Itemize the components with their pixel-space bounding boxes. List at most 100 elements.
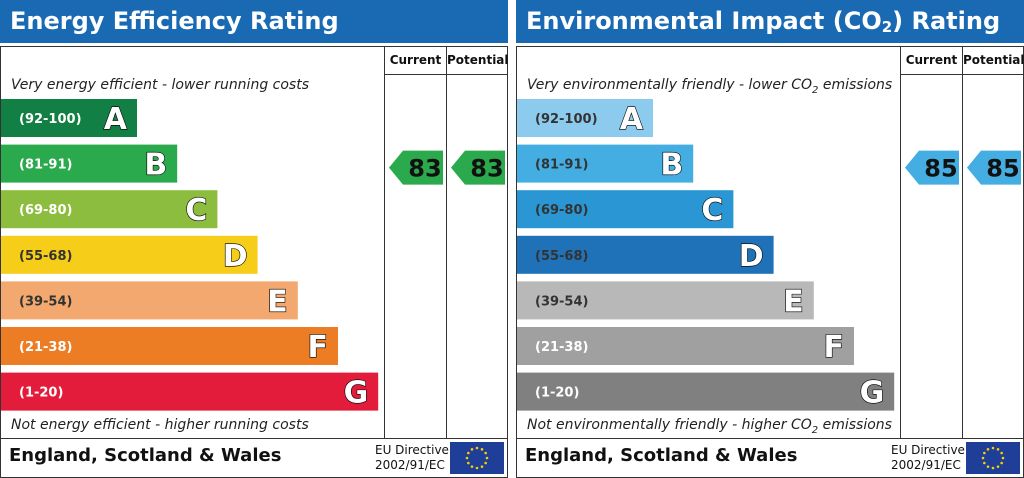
top-caption-prefix: Very environmentally friendly - lower CO — [527, 77, 813, 93]
environment-title: Environmental Impact (CO2) Rating — [516, 0, 1024, 43]
bottom-caption-subscript: 2 — [811, 424, 819, 436]
eu-flag-icon — [966, 442, 1020, 474]
flag-star — [485, 456, 489, 460]
flag-star — [1000, 451, 1003, 455]
band-letter-label: B — [144, 148, 167, 183]
current-column-header: Current — [905, 53, 958, 67]
band-letter-label: F — [824, 330, 845, 365]
flag-star — [467, 451, 470, 455]
top-caption-subscript: 2 — [812, 84, 819, 96]
flag-star — [484, 461, 487, 465]
eu-directive-line2: 2002/91/EC — [375, 458, 445, 472]
rating-band-a: (92-100) A — [1, 99, 137, 138]
potential-arrow-shape — [967, 150, 1021, 185]
rating-band-b: (81-91) B — [517, 144, 694, 183]
flag-star — [1001, 456, 1005, 460]
rating-band-g: (1-20) G — [1, 372, 379, 411]
flag-star — [480, 448, 484, 451]
band-bar — [517, 281, 814, 320]
band-bar — [1, 235, 258, 274]
energy-title: Energy Efficiency Rating — [0, 0, 508, 43]
flag-star — [484, 451, 487, 455]
potential-rating-arrow: 83 — [451, 150, 505, 185]
flag-star — [996, 465, 1000, 468]
band-range-label: (69-80) — [535, 203, 588, 218]
rating-band-a: (92-100) A — [517, 99, 653, 138]
flag-star — [986, 465, 990, 468]
eu-directive-text: EU Directive 2002/91/EC — [375, 443, 449, 473]
band-letter-label: G — [344, 376, 369, 411]
flag-star — [465, 456, 469, 460]
environment-title-suffix: ) Rating — [892, 7, 1001, 35]
flag-star — [1000, 461, 1003, 465]
band-range-label: (55-68) — [535, 249, 588, 264]
top-caption: Very energy efficient - lower running co… — [11, 77, 309, 93]
top-caption-suffix: emissions — [818, 77, 893, 93]
band-letter-label: C — [185, 193, 207, 228]
environment-rating-bands: (92-100) A (81-91) B (69-80) C (55-68) D (39-54)… — [517, 99, 1021, 411]
band-letter-label: D — [739, 239, 764, 274]
band-range-label: (81-91) — [535, 158, 588, 173]
bottom-caption-prefix: Not environmentally friendly - higher CO — [527, 417, 812, 433]
band-letter-label: E — [267, 284, 288, 319]
rating-band-e: (39-54) E — [1, 281, 298, 320]
environment-title-subscript: 2 — [881, 18, 893, 36]
band-letter-label: A — [104, 102, 128, 137]
flag-star — [981, 456, 985, 460]
flag-star — [983, 461, 986, 465]
top-caption: Very environmentally friendly - lower CO… — [527, 77, 892, 96]
band-bar — [517, 372, 895, 411]
energy-chart-box: Current Potential Very energy efficient … — [0, 46, 509, 478]
band-letter-label: D — [223, 239, 248, 274]
potential-rating-arrow: 85 — [967, 150, 1021, 185]
band-bar — [1, 190, 218, 229]
current-rating-arrow: 85 — [905, 150, 959, 185]
current-rating-value: 83 — [408, 155, 441, 183]
band-bar — [517, 327, 854, 365]
rating-band-g: (1-20) G — [517, 372, 895, 411]
region-label: England, Scotland & Wales — [525, 445, 798, 466]
band-range-label: (55-68) — [19, 249, 72, 264]
energy-efficiency-panel: Energy Efficiency Rating Current Potenti… — [0, 0, 509, 478]
band-range-label: (81-91) — [19, 158, 72, 173]
eu-directive-text: EU Directive 2002/91/EC — [891, 443, 965, 473]
band-bar — [1, 327, 338, 365]
potential-rating-value: 83 — [470, 155, 503, 183]
environment-chart-box: Current Potential Very environmentally f… — [516, 46, 1024, 478]
environmental-impact-panel: Environmental Impact (CO2) Rating Curren… — [516, 0, 1024, 478]
column-divider — [900, 47, 901, 438]
rating-band-d: (55-68) D — [1, 235, 258, 274]
flag-star — [467, 461, 470, 465]
current-arrow-shape — [389, 150, 443, 185]
rating-band-f: (21-38) F — [1, 327, 338, 366]
potential-column-header: Potential — [963, 53, 1024, 67]
band-letter-label: G — [860, 376, 885, 411]
band-range-label: (21-38) — [535, 340, 588, 355]
flag-star — [996, 448, 1000, 451]
band-bar — [1, 99, 137, 137]
flag-star — [986, 448, 990, 451]
flag-star — [983, 451, 986, 455]
band-letter-label: C — [701, 193, 723, 228]
band-range-label: (21-38) — [19, 340, 72, 355]
band-bar — [517, 235, 774, 274]
energy-rating-bands: (92-100) A (81-91) B (69-80) C (55-68) D (39-54)… — [1, 99, 505, 411]
rating-band-b: (81-91) B — [1, 144, 178, 183]
band-range-label: (39-54) — [535, 294, 588, 309]
band-letter-label: E — [783, 284, 804, 319]
band-bar — [517, 144, 694, 183]
flag-star — [475, 466, 479, 470]
current-column-header: Current — [389, 53, 442, 67]
band-range-label: (92-100) — [19, 112, 82, 127]
footer-rule — [517, 438, 1024, 439]
rating-band-d: (55-68) D — [517, 235, 774, 274]
current-arrow-shape — [905, 150, 959, 185]
flag-star — [991, 466, 995, 470]
potential-column-header: Potential — [447, 53, 509, 67]
band-letter-label: A — [620, 102, 644, 137]
flag-star — [480, 465, 484, 468]
band-range-label: (39-54) — [19, 294, 72, 309]
region-label: England, Scotland & Wales — [9, 445, 282, 466]
potential-arrow-shape — [451, 150, 505, 185]
flag-star — [470, 465, 474, 468]
